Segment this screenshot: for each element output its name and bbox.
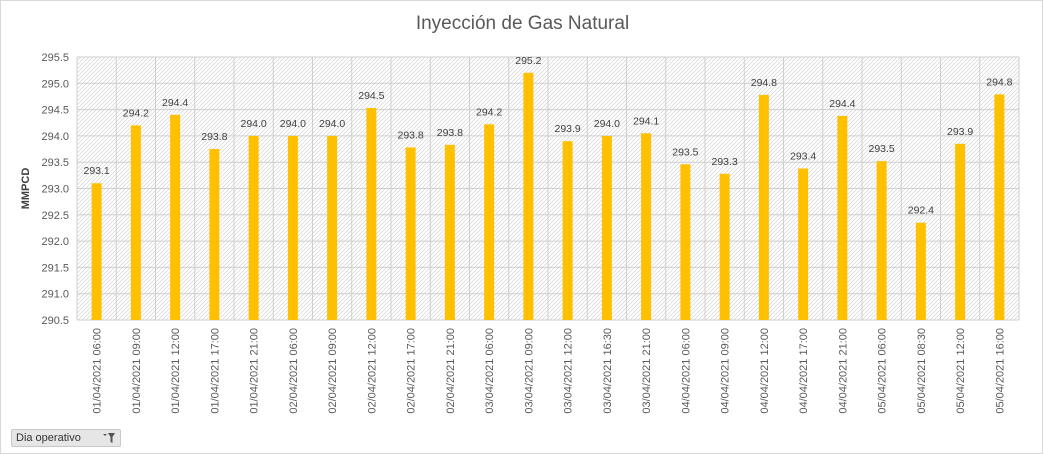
data-label: 294.5 [358, 90, 384, 102]
bar[interactable] [562, 141, 573, 320]
y-tick-label: 292.0 [41, 236, 69, 248]
bar[interactable] [876, 161, 887, 320]
bar[interactable] [91, 183, 102, 320]
y-tick-label: 293.0 [41, 184, 69, 196]
x-tick-label: 03/04/2021 16:30 [602, 328, 614, 414]
data-label: 293.3 [711, 156, 737, 168]
y-axis-title: MMPCD [20, 168, 32, 210]
x-tick-label: 04/04/2021 12:00 [759, 328, 771, 414]
y-tick-label: 295.0 [41, 78, 69, 90]
data-label: 293.5 [672, 146, 698, 158]
bar[interactable] [719, 173, 730, 320]
data-label: 293.8 [437, 127, 463, 139]
data-label: 294.4 [829, 98, 855, 110]
data-label: 294.2 [476, 106, 502, 118]
y-tick-label: 290.5 [41, 315, 69, 327]
x-tick-label: 01/04/2021 12:00 [170, 328, 182, 414]
y-tick-label: 293.5 [41, 157, 69, 169]
x-tick-label: 04/04/2021 21:00 [837, 328, 849, 414]
bar[interactable] [955, 143, 966, 320]
dia-operativo-filter-button[interactable]: Dia operativo [11, 429, 121, 447]
bar[interactable] [641, 133, 652, 320]
x-tick-label: 03/04/2021 09:00 [523, 328, 535, 414]
bar[interactable] [170, 114, 181, 320]
data-label: 293.9 [947, 126, 973, 138]
x-tick-label: 01/04/2021 17:00 [209, 328, 221, 414]
data-label: 294.0 [594, 118, 620, 130]
y-tick-label: 291.0 [41, 289, 69, 301]
bar[interactable] [915, 222, 926, 320]
x-tick-label: 03/04/2021 12:00 [563, 328, 575, 414]
x-tick-label: 05/04/2021 16:00 [994, 328, 1006, 414]
bar[interactable] [680, 164, 691, 320]
x-tick-label: 01/04/2021 06:00 [92, 328, 104, 414]
data-label: 294.1 [633, 115, 659, 127]
data-label: 294.8 [986, 76, 1012, 88]
x-tick-label: 03/04/2021 06:00 [484, 328, 496, 414]
bar[interactable] [405, 147, 416, 320]
x-tick-label: 01/04/2021 21:00 [249, 328, 261, 414]
x-tick-label: 02/04/2021 09:00 [327, 328, 339, 414]
bar[interactable] [837, 115, 848, 320]
chart-title: Inyección de Gas Natural [415, 13, 630, 34]
y-tick-label: 291.5 [41, 262, 69, 274]
x-tick-label: 02/04/2021 17:00 [406, 328, 418, 414]
bar[interactable] [601, 135, 612, 320]
x-tick-label: 02/04/2021 06:00 [288, 328, 300, 414]
bar[interactable] [484, 124, 495, 320]
x-tick-label: 01/04/2021 09:00 [131, 328, 143, 414]
data-label: 294.0 [240, 118, 266, 130]
bar[interactable] [248, 135, 259, 320]
bar[interactable] [209, 149, 220, 320]
filter-funnel-icon [103, 433, 115, 443]
filter-label: Dia operativo [16, 432, 81, 444]
data-label: 294.0 [280, 118, 306, 130]
data-label: 293.4 [790, 151, 816, 163]
data-label: 293.8 [397, 129, 423, 141]
x-tick-label: 02/04/2021 12:00 [366, 328, 378, 414]
data-label: 293.9 [554, 123, 580, 135]
data-label: 293.5 [868, 143, 894, 155]
data-label: 294.8 [751, 77, 777, 89]
data-label: 293.1 [83, 165, 109, 177]
bar[interactable] [366, 108, 377, 320]
bar[interactable] [327, 135, 338, 320]
data-label: 292.4 [908, 205, 934, 217]
x-tick-label: 05/04/2021 12:00 [955, 328, 967, 414]
x-tick-label: 05/04/2021 08:30 [916, 328, 928, 414]
bar[interactable] [523, 72, 534, 320]
y-tick-label: 294.0 [41, 131, 69, 143]
x-tick-label: 05/04/2021 06:00 [877, 328, 889, 414]
data-label: 294.4 [162, 97, 188, 109]
y-tick-label: 294.5 [41, 105, 69, 117]
data-label: 294.0 [319, 118, 345, 130]
bar[interactable] [287, 135, 298, 320]
data-label: 295.2 [515, 55, 541, 67]
y-tick-label: 295.5 [41, 52, 69, 64]
bar[interactable] [758, 94, 769, 320]
bar[interactable] [798, 168, 809, 320]
x-tick-label: 02/04/2021 21:00 [445, 328, 457, 414]
x-tick-label: 04/04/2021 17:00 [798, 328, 810, 414]
bar[interactable] [994, 94, 1005, 320]
y-tick-label: 292.5 [41, 210, 69, 222]
x-tick-label: 03/04/2021 21:00 [641, 328, 653, 414]
x-tick-label: 04/04/2021 06:00 [680, 328, 692, 414]
bar[interactable] [130, 125, 141, 320]
x-tick-label: 04/04/2021 09:00 [720, 328, 732, 414]
data-label: 293.8 [201, 131, 227, 143]
bar[interactable] [444, 144, 455, 320]
data-label: 294.2 [123, 107, 149, 119]
